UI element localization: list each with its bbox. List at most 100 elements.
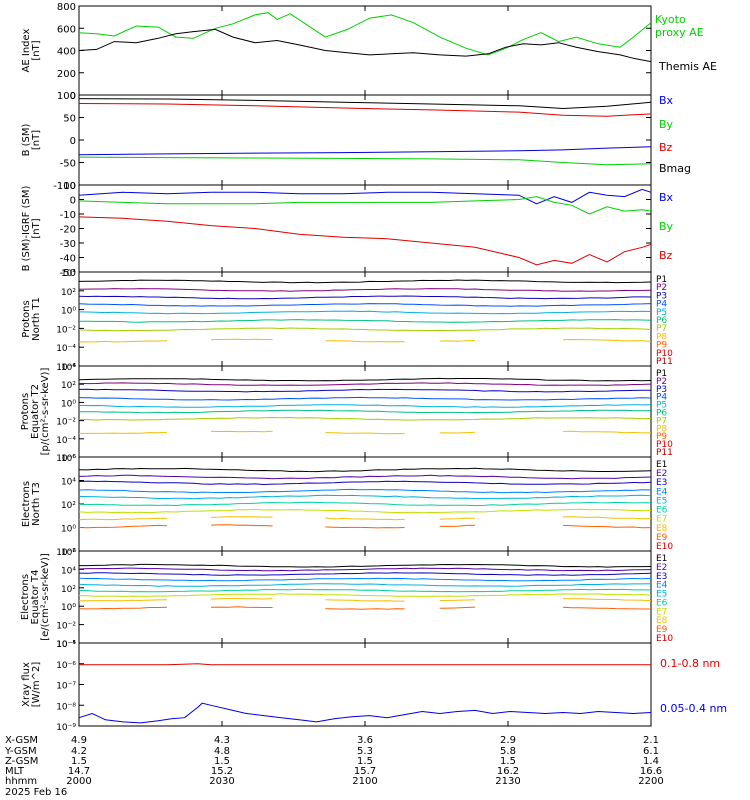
axis-value: 16.2 bbox=[497, 766, 519, 777]
channel-label: E7 bbox=[656, 607, 667, 617]
channel-label: E9 bbox=[656, 533, 668, 543]
flux-line bbox=[78, 583, 652, 587]
flux-line bbox=[79, 563, 652, 568]
y-axis-title: B (SM) bbox=[21, 123, 32, 156]
flux-line bbox=[439, 524, 476, 527]
flux-line bbox=[210, 338, 273, 341]
axis-row-label: hhmm bbox=[5, 776, 37, 787]
flux-line bbox=[439, 517, 476, 520]
y-axis-title: [nT] bbox=[31, 40, 42, 60]
y-tick-label: 10² bbox=[61, 501, 76, 511]
channel-label: P10 bbox=[656, 349, 673, 359]
axis-value: 16.6 bbox=[640, 766, 662, 777]
y-tick-label: 10⁻² bbox=[56, 548, 76, 558]
y-axis-title: [W/m^2] bbox=[31, 662, 42, 708]
legend-label: By bbox=[659, 118, 674, 131]
y-tick-label: 10⁶ bbox=[61, 548, 76, 558]
axis-value: 2000 bbox=[66, 776, 91, 787]
flux-line bbox=[325, 599, 405, 602]
series-line bbox=[78, 28, 652, 63]
channel-label: P3 bbox=[656, 291, 667, 301]
flux-line bbox=[78, 295, 652, 300]
y-tick-label: 10⁴ bbox=[61, 269, 76, 279]
channel-label: E4 bbox=[656, 581, 668, 591]
y-tick-label: 100 bbox=[57, 91, 76, 102]
y-tick-label: 10⁻⁶ bbox=[56, 363, 76, 373]
y-axis-title: [nT] bbox=[31, 130, 42, 150]
channel-label: P1 bbox=[656, 369, 667, 379]
legend-label: Bz bbox=[659, 249, 673, 262]
flux-line bbox=[78, 310, 652, 315]
y-tick-label: 10⁴ bbox=[61, 363, 76, 373]
y-tick-label: -100 bbox=[53, 181, 76, 192]
y-tick-label: -20 bbox=[60, 225, 76, 236]
axis-row-label: Y-GSM bbox=[4, 746, 37, 757]
channel-label: P8 bbox=[656, 424, 667, 434]
channel-label: E5 bbox=[656, 590, 667, 600]
axis-value: 1.5 bbox=[500, 756, 516, 767]
flux-line bbox=[325, 432, 405, 435]
y-tick-label: -10 bbox=[60, 210, 76, 221]
flux-line bbox=[562, 516, 652, 520]
flux-line bbox=[78, 377, 652, 382]
flux-line bbox=[78, 508, 651, 514]
y-tick-label: 10 bbox=[63, 181, 76, 192]
flux-line bbox=[562, 606, 651, 610]
y-tick-label: 10⁻⁴ bbox=[56, 344, 76, 354]
flux-line bbox=[79, 431, 168, 434]
y-tick-label: -30 bbox=[60, 239, 76, 250]
y-axis-title: North T1 bbox=[31, 297, 42, 341]
series-line bbox=[78, 98, 652, 110]
axis-value: 3.6 bbox=[357, 735, 373, 746]
y-tick-label: 0 bbox=[70, 196, 76, 207]
y-tick-label: 10⁰ bbox=[61, 603, 76, 613]
y-axis-title: [nT] bbox=[31, 218, 42, 238]
flux-line bbox=[439, 599, 476, 602]
y-axis-title: Electrons bbox=[20, 574, 31, 620]
flux-line bbox=[562, 598, 652, 602]
y-axis-title: Protons bbox=[20, 393, 31, 430]
flux-line bbox=[78, 327, 652, 332]
flux-line bbox=[78, 340, 168, 343]
flux-line bbox=[78, 572, 652, 576]
legend-label: Bx bbox=[659, 191, 674, 204]
flux-line bbox=[562, 524, 652, 529]
axis-value: 2.1 bbox=[643, 735, 659, 746]
channel-label: E4 bbox=[656, 487, 668, 497]
series-line bbox=[78, 702, 652, 724]
series-line bbox=[78, 216, 652, 266]
channel-label: E1 bbox=[656, 554, 667, 564]
y-tick-label: 50 bbox=[63, 114, 76, 125]
flux-line bbox=[325, 608, 405, 610]
axis-row-label: X-GSM bbox=[5, 735, 38, 746]
axis-value: 2.9 bbox=[500, 735, 516, 746]
channel-label: E8 bbox=[656, 524, 668, 534]
channel-label: P4 bbox=[656, 393, 667, 403]
channel-label: E3 bbox=[656, 572, 667, 582]
flux-line bbox=[78, 303, 652, 307]
flux-line bbox=[78, 480, 652, 486]
flux-line bbox=[78, 501, 651, 507]
flux-line bbox=[78, 524, 168, 529]
axis-value: 5.3 bbox=[357, 746, 373, 757]
flux-line bbox=[325, 340, 405, 343]
panel-frame bbox=[78, 184, 652, 273]
flux-line bbox=[78, 388, 651, 393]
flux-line bbox=[325, 526, 405, 529]
axis-value: 2100 bbox=[352, 776, 377, 787]
y-tick-label: 10⁻² bbox=[56, 418, 76, 428]
y-axis-title: Electrons bbox=[21, 481, 32, 527]
flux-line bbox=[439, 340, 476, 342]
y-tick-label: 10⁻⁴ bbox=[56, 640, 76, 650]
channel-label: P5 bbox=[656, 308, 667, 318]
y-tick-label: 10⁰ bbox=[61, 307, 76, 317]
flux-line bbox=[439, 431, 476, 434]
channel-label: E6 bbox=[656, 506, 668, 516]
legend-label: By bbox=[659, 220, 674, 233]
y-tick-label: 10² bbox=[61, 381, 76, 391]
flux-line bbox=[210, 598, 273, 600]
flux-line bbox=[78, 567, 652, 572]
panel-frame bbox=[78, 5, 652, 96]
channel-label: P3 bbox=[656, 385, 667, 395]
y-axis-title: [e/(cm²-s-sr-keV)] bbox=[40, 553, 51, 641]
